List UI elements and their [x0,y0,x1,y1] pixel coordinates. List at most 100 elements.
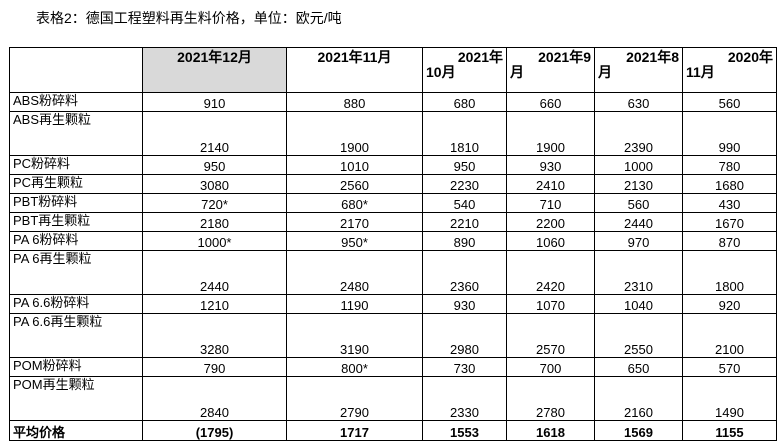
table-cell: 790 [142,357,287,377]
table-cell: 2170 [286,212,423,232]
table-cell: 1800 [682,250,777,295]
table-cell: 780 [682,155,777,175]
average-cell: 1553 [422,420,507,441]
row-label: ABS再生颗粒 [9,111,143,156]
table-cell: 2360 [422,250,507,295]
row-label: POM粉碎料 [9,357,143,377]
row-label: PC再生颗粒 [9,174,143,194]
row-label: ABS粉碎料 [9,92,143,112]
table-row: PA 6粉碎料 1000* 950* 890 1060 970 870 [9,231,777,251]
table-cell: 720* [142,193,287,213]
average-cell: 1717 [286,420,423,441]
table-row: ABS粉碎料 910 880 680 660 630 560 [9,92,777,112]
table-row: POM再生颗粒 2840 2790 2330 2780 2160 1490 [9,376,777,421]
table-cell: 1040 [594,294,683,314]
table-cell: 1900 [286,111,423,156]
table-cell: 1060 [506,231,595,251]
average-row: 平均价格 (1795) 1717 1553 1618 1569 1155 [9,420,777,441]
table-cell: 2160 [594,376,683,421]
table-row: PA 6.6再生颗粒 3280 3190 2980 2570 2550 2100 [9,313,777,358]
table-cell: 1010 [286,155,423,175]
table-cell: 2200 [506,212,595,232]
column-header-subtext: 10月 [426,64,456,80]
table-cell: 2440 [594,212,683,232]
table-cell: 680* [286,193,423,213]
column-header-text: 2021年12月 [177,49,252,65]
table-cell: 2130 [594,174,683,194]
table-cell: 2840 [142,376,287,421]
table-cell: 950 [142,155,287,175]
table-caption: 表格2：德国工程塑料再生料价格，单位：欧元/吨 [36,10,342,26]
column-header: 2021年9 月 [506,47,595,93]
table-cell: 2440 [142,250,287,295]
column-header-subtext: 月 [510,64,524,80]
column-header-text: 2021年8 [626,49,679,65]
table-cell: 710 [506,193,595,213]
table-cell: 650 [594,357,683,377]
table-cell: 1190 [286,294,423,314]
average-cell: 1155 [682,420,777,441]
table-cell: 2780 [506,376,595,421]
table-cell: 2420 [506,250,595,295]
table-cell: 2480 [286,250,423,295]
table-cell: 2410 [506,174,595,194]
table-cell: 560 [594,193,683,213]
row-label: PA 6粉碎料 [9,231,143,251]
row-label: PC粉碎料 [9,155,143,175]
price-table: 2021年12月 2021年11月 2021年 10月 2021年9 月 202… [9,47,777,441]
table-cell: 990 [682,111,777,156]
column-header: 2021年 10月 [422,47,507,93]
row-label: PA 6.6粉碎料 [9,294,143,314]
table-cell: 570 [682,357,777,377]
table-cell: 560 [682,92,777,112]
table-cell: 1900 [506,111,595,156]
table-cell: 950 [422,155,507,175]
average-cell: (1795) [142,420,287,441]
table-cell: 2570 [506,313,595,358]
table-row: PA 6再生颗粒 2440 2480 2360 2420 2310 1800 [9,250,777,295]
table-cell: 1670 [682,212,777,232]
table-cell: 870 [682,231,777,251]
table-row: PA 6.6粉碎料 1210 1190 930 1070 1040 920 [9,294,777,314]
table-cell: 660 [506,92,595,112]
table-cell: 1810 [422,111,507,156]
table-cell: 2180 [142,212,287,232]
table-cell: 700 [506,357,595,377]
table-cell: 680 [422,92,507,112]
table-cell: 2790 [286,376,423,421]
table-cell: 1000* [142,231,287,251]
header-row: 2021年12月 2021年11月 2021年 10月 2021年9 月 202… [9,47,777,93]
table-cell: 1680 [682,174,777,194]
table-cell: 930 [506,155,595,175]
table-row: PC再生颗粒 3080 2560 2230 2410 2130 1680 [9,174,777,194]
table-row: POM粉碎料 790 800* 730 700 650 570 [9,357,777,377]
row-label: POM再生颗粒 [9,376,143,421]
table-cell: 1070 [506,294,595,314]
table-cell: 2550 [594,313,683,358]
column-header-text: 2020年 [727,49,773,65]
average-label: 平均价格 [9,420,143,441]
table-cell: 910 [142,92,287,112]
table-row: PBT粉碎料 720* 680* 540 710 560 430 [9,193,777,213]
column-header-text: 2021年 [457,49,503,65]
column-header: 2021年12月 [142,47,287,93]
table-cell: 2560 [286,174,423,194]
table-cell: 430 [682,193,777,213]
column-header: 2020年 11月 [682,47,777,93]
column-header-subtext: 月 [598,64,612,80]
table-cell: 950* [286,231,423,251]
table-cell: 2390 [594,111,683,156]
table-cell: 3080 [142,174,287,194]
table-cell: 970 [594,231,683,251]
column-header: 2021年8 月 [594,47,683,93]
column-header: 2021年11月 [286,47,423,93]
table-row: PC粉碎料 950 1010 950 930 1000 780 [9,155,777,175]
table-cell: 3190 [286,313,423,358]
table-cell: 890 [422,231,507,251]
table-cell: 540 [422,193,507,213]
table-cell: 2210 [422,212,507,232]
table-cell: 630 [594,92,683,112]
table-cell: 2100 [682,313,777,358]
table-cell: 2230 [422,174,507,194]
row-label: PBT粉碎料 [9,193,143,213]
